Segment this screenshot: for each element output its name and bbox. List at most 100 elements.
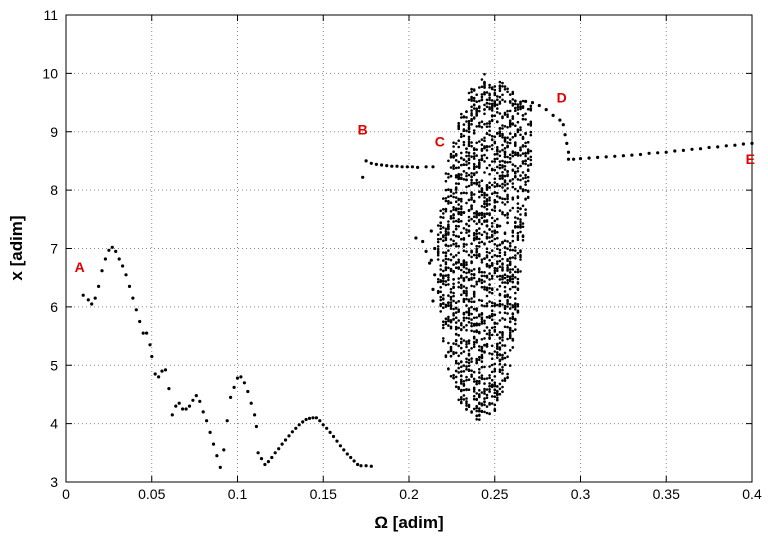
data-point bbox=[266, 460, 270, 464]
cloud-point bbox=[457, 177, 461, 180]
cloud-point bbox=[506, 240, 509, 243]
cloud-point bbox=[462, 123, 466, 126]
data-point bbox=[750, 141, 754, 145]
cloud-point bbox=[449, 152, 453, 156]
cloud-point bbox=[447, 301, 450, 305]
cloud-point bbox=[516, 178, 520, 181]
cloud-point bbox=[447, 283, 450, 286]
cloud-point bbox=[514, 291, 517, 295]
cloud-point bbox=[521, 222, 525, 225]
cloud-point bbox=[498, 292, 502, 296]
cloud-point bbox=[457, 258, 461, 262]
data-point bbox=[544, 108, 548, 112]
cloud-point bbox=[501, 267, 504, 271]
cloud-point bbox=[501, 281, 504, 284]
cloud-point bbox=[496, 200, 499, 204]
cloud-point bbox=[498, 160, 502, 163]
cloud-point bbox=[485, 388, 489, 391]
cloud-point bbox=[516, 238, 520, 241]
cloud-point bbox=[452, 192, 455, 195]
cloud-point bbox=[501, 81, 504, 85]
cloud-point bbox=[506, 182, 509, 186]
cloud-point bbox=[498, 196, 502, 199]
cloud-point bbox=[529, 120, 533, 124]
cloud-point bbox=[490, 314, 494, 318]
cloud-point bbox=[490, 264, 494, 267]
cloud-point bbox=[472, 390, 476, 393]
cloud-point bbox=[475, 359, 479, 362]
cloud-point bbox=[457, 124, 461, 127]
cloud-point bbox=[480, 179, 484, 182]
cloud-point bbox=[470, 207, 473, 211]
cloud-point bbox=[503, 281, 507, 284]
cloud-point bbox=[493, 367, 497, 371]
cloud-point bbox=[488, 83, 491, 87]
cloud-point bbox=[470, 357, 473, 360]
data-point bbox=[170, 413, 174, 417]
cloud-point bbox=[490, 402, 494, 405]
cloud-point bbox=[496, 225, 499, 228]
cloud-point bbox=[498, 184, 502, 188]
cloud-point bbox=[442, 259, 445, 262]
data-point bbox=[187, 404, 192, 408]
cloud-point bbox=[498, 359, 502, 363]
cloud-point bbox=[501, 240, 504, 244]
cloud-point bbox=[485, 232, 489, 235]
data-point bbox=[294, 426, 298, 430]
cloud-point bbox=[493, 141, 497, 145]
cloud-point bbox=[511, 285, 515, 289]
x-tick-label: 0.25 bbox=[481, 486, 508, 502]
cloud-point bbox=[496, 275, 499, 278]
cloud-point bbox=[480, 322, 484, 325]
cloud-point bbox=[480, 391, 484, 394]
cloud-point bbox=[452, 242, 455, 246]
cloud-point bbox=[472, 340, 476, 344]
cloud-point bbox=[485, 105, 489, 109]
data-point bbox=[429, 229, 433, 233]
cloud-point bbox=[516, 304, 520, 308]
cloud-point bbox=[460, 205, 463, 208]
cloud-point bbox=[493, 93, 497, 97]
cloud-point bbox=[470, 217, 473, 221]
cloud-point bbox=[460, 352, 463, 355]
y-tick-label: 11 bbox=[43, 7, 58, 23]
cloud-point bbox=[454, 242, 458, 245]
cloud-point bbox=[442, 251, 445, 254]
cloud-point bbox=[485, 237, 489, 240]
cloud-point bbox=[493, 321, 497, 325]
cloud-point bbox=[493, 114, 497, 117]
cloud-point bbox=[442, 323, 445, 327]
cloud-point bbox=[467, 122, 471, 125]
cloud-point bbox=[472, 155, 476, 158]
cloud-point bbox=[444, 230, 448, 233]
cloud-point bbox=[449, 258, 453, 262]
cloud-point bbox=[478, 376, 481, 379]
cloud-point bbox=[452, 286, 455, 290]
cloud-point bbox=[521, 177, 525, 180]
cloud-point bbox=[470, 322, 473, 325]
cloud-point bbox=[457, 251, 461, 255]
cloud-point bbox=[470, 105, 473, 109]
cloud-point bbox=[501, 177, 504, 180]
cloud-point bbox=[457, 197, 461, 201]
cloud-point bbox=[467, 268, 471, 272]
cloud-point bbox=[480, 147, 484, 151]
cloud-point bbox=[457, 266, 461, 269]
cloud-point bbox=[514, 124, 517, 127]
cloud-point bbox=[472, 380, 476, 383]
cloud-point bbox=[475, 280, 479, 284]
cloud-point bbox=[490, 344, 494, 348]
cloud-point bbox=[460, 293, 463, 297]
cloud-point bbox=[488, 199, 491, 202]
cloud-point bbox=[475, 409, 479, 413]
cloud-point bbox=[496, 165, 499, 169]
data-point bbox=[561, 123, 565, 127]
cloud-point bbox=[485, 125, 489, 128]
cloud-point bbox=[511, 115, 515, 118]
cloud-point bbox=[478, 314, 481, 318]
cloud-point bbox=[449, 291, 453, 294]
cloud-point bbox=[524, 141, 527, 145]
cloud-point bbox=[452, 373, 455, 377]
cloud-point bbox=[462, 238, 466, 241]
cloud-point bbox=[472, 181, 476, 185]
